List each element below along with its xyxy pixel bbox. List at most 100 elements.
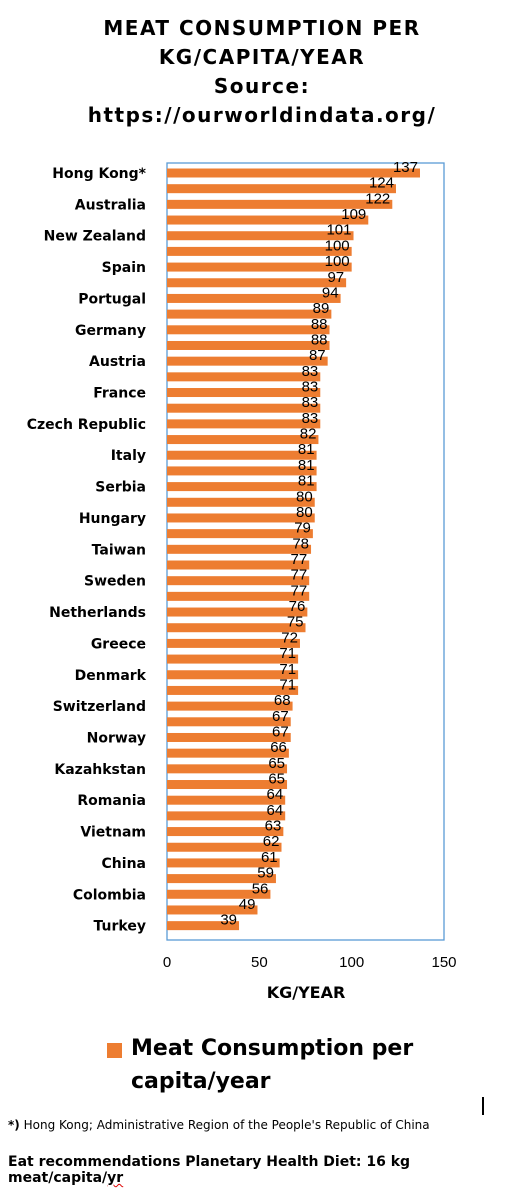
bar — [167, 262, 352, 272]
bar — [167, 654, 299, 664]
data-label: 87 — [309, 347, 326, 364]
bar — [167, 293, 341, 303]
data-label: 75 — [287, 614, 304, 631]
category-label: Serbia — [95, 480, 146, 496]
bar — [167, 842, 282, 852]
category-label: France — [93, 386, 146, 402]
data-label: 71 — [279, 676, 296, 693]
recommendation-text: Eat recommendations Planetary Health Die… — [8, 1154, 411, 1186]
data-label: 63 — [265, 818, 282, 835]
x-tick-label: 0 — [163, 954, 171, 971]
bar — [167, 607, 308, 617]
category-label: Czech Republic — [27, 417, 146, 433]
category-label: Hungary — [79, 511, 146, 527]
title-line-2: KG/CAPITA/YEAR — [158, 45, 366, 69]
bar — [167, 717, 291, 727]
data-label: 64 — [266, 802, 283, 819]
bar — [167, 199, 393, 209]
footnote-marker: *) — [8, 1118, 20, 1132]
data-label: 71 — [279, 661, 296, 678]
category-label: Australia — [75, 197, 146, 213]
data-label: 77 — [291, 582, 308, 599]
category-label: Greece — [91, 636, 146, 652]
bar — [167, 780, 288, 790]
data-label: 59 — [257, 865, 274, 882]
category-label: China — [102, 856, 146, 872]
bar — [167, 450, 317, 460]
data-label: 83 — [302, 394, 319, 411]
footnote: *) Hong Kong; Administrative Region of t… — [8, 1118, 430, 1132]
bar — [167, 482, 317, 492]
data-label: 67 — [272, 708, 289, 725]
bar — [167, 560, 310, 570]
bar — [167, 905, 258, 915]
bar — [167, 372, 321, 382]
data-label: 61 — [261, 849, 278, 866]
data-label: 83 — [302, 363, 319, 380]
bar — [167, 184, 396, 194]
data-label: 97 — [327, 269, 344, 286]
data-label: 83 — [302, 379, 319, 396]
category-label: Spain — [102, 260, 146, 276]
data-label: 66 — [270, 739, 287, 756]
bar — [167, 356, 328, 366]
bar — [167, 638, 300, 648]
category-label: Norway — [87, 730, 146, 746]
x-axis-label: KG/YEAR — [267, 983, 346, 1002]
bar — [167, 513, 315, 523]
data-label: 83 — [302, 410, 319, 427]
data-label: 94 — [322, 284, 339, 301]
bar-chart: 1371241221091011001009794898888878383838… — [27, 159, 457, 1002]
bar — [167, 623, 306, 633]
bar — [167, 278, 347, 288]
data-label: 137 — [393, 159, 418, 176]
category-label: Colombia — [73, 887, 146, 903]
data-label: 81 — [298, 457, 315, 474]
category-label: Germany — [75, 323, 146, 339]
recommendation-note: Eat recommendations Planetary Health Die… — [8, 1154, 524, 1186]
footnote-text: Administrative Region of the People's Re… — [96, 1118, 430, 1132]
bar — [167, 325, 330, 335]
data-label: 49 — [239, 896, 256, 913]
bar — [167, 811, 286, 821]
data-label: 81 — [298, 441, 315, 458]
category-label: Netherlands — [49, 605, 146, 621]
x-tick-label: 150 — [431, 954, 456, 971]
category-label: Italy — [111, 448, 146, 464]
chart-title: MEAT CONSUMPTION PER KG/CAPITA/YEAR Sour… — [0, 14, 524, 130]
bar — [167, 874, 276, 884]
data-label: 82 — [300, 426, 317, 443]
x-tick-label: 100 — [339, 954, 364, 971]
category-label: Hong Kong* — [52, 166, 146, 182]
title-line-4: https://ourworldindata.org/ — [87, 103, 437, 127]
footnote-name: Hong Kong; — [23, 1118, 93, 1132]
category-label: Turkey — [94, 919, 146, 935]
bar — [167, 388, 321, 398]
bar — [167, 168, 420, 178]
data-label: 65 — [268, 755, 285, 772]
data-label: 68 — [274, 692, 291, 709]
recommendation-unit: yr — [107, 1170, 124, 1186]
title-line-1: MEAT CONSUMPTION PER — [103, 16, 421, 40]
data-label: 72 — [281, 629, 298, 646]
bar — [167, 701, 293, 711]
data-label: 79 — [294, 520, 311, 537]
bar — [167, 748, 289, 758]
category-label: Vietnam — [80, 825, 146, 841]
data-label: 101 — [326, 222, 351, 239]
bar — [167, 231, 354, 241]
data-label: 56 — [252, 880, 269, 897]
bar — [167, 764, 288, 774]
category-label: New Zealand — [44, 229, 146, 245]
category-label: Portugal — [78, 291, 146, 307]
category-label: Austria — [89, 354, 146, 370]
data-label: 81 — [298, 473, 315, 490]
category-label: Kazahkstan — [54, 762, 146, 778]
bar — [167, 576, 310, 586]
data-label: 124 — [369, 175, 394, 192]
title-line-3: Source: — [213, 74, 311, 98]
bar — [167, 497, 315, 507]
bar — [167, 795, 286, 805]
data-label: 122 — [365, 190, 390, 207]
category-label: Denmark — [75, 668, 147, 684]
